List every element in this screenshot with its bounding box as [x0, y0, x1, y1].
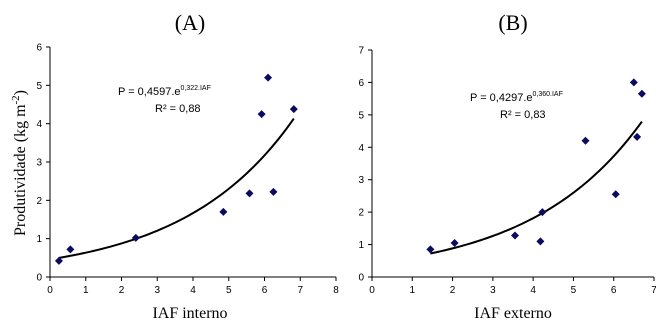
chart-b-data-point	[633, 132, 642, 141]
chart-b-x-tick-label: 6	[611, 285, 617, 296]
chart-a-y-tick-label: 3	[36, 158, 42, 169]
chart-b-x-tick-label: 5	[571, 285, 577, 296]
chart-b-data-point	[511, 231, 520, 240]
chart-b-y-tick-label: 4	[358, 143, 364, 154]
chart-b-data-point	[611, 190, 620, 199]
chart-a-data-point	[131, 233, 140, 242]
chart-b-x-tick-label: 4	[530, 285, 536, 296]
chart-b-data-point	[581, 136, 590, 145]
chart-a-data-point	[54, 256, 63, 265]
chart-a-y-tick-label: 0	[36, 273, 42, 284]
chart-b-data-point	[426, 245, 435, 254]
chart-b-title: (B)	[498, 10, 527, 35]
chart-b-data-point	[637, 89, 646, 98]
chart-a-x-tick-label: 7	[297, 285, 303, 296]
chart-a-x-tick-label: 1	[83, 285, 89, 296]
chart-a: (A) IAF interno Produtividade (kg m-2) 0…	[10, 10, 339, 322]
chart-a-plot: 0 1 2 3 4 5 6 7 8 0 1 2 3 4 5 6	[36, 43, 339, 297]
chart-b-x-tick-label: 0	[369, 285, 375, 296]
chart-a-data-point	[269, 187, 278, 196]
chart-a-x-tick-label: 8	[333, 285, 339, 296]
chart-a-y-tick-label: 2	[36, 196, 42, 207]
chart-a-y-tick-label: 1	[36, 234, 42, 245]
chart-a-xlabel: IAF interno	[152, 305, 227, 322]
chart-b-data-point	[629, 78, 638, 87]
chart-b-y-tick-label: 2	[358, 208, 364, 219]
chart-a-x-tick-label: 4	[190, 285, 196, 296]
chart-a-x-tick-label: 2	[119, 285, 125, 296]
chart-b-data-point	[450, 238, 459, 247]
chart-a-data-point	[66, 245, 75, 254]
chart-a-title: (A)	[175, 10, 206, 35]
chart-a-equation-main: P = 0,4597.e	[118, 86, 181, 98]
chart-a-ylabel-sup: -2	[10, 95, 22, 104]
chart-a-x-tick-label: 6	[262, 285, 268, 296]
chart-b-trendline	[430, 120, 643, 255]
chart-a-data-point	[289, 105, 298, 114]
chart-b-r2: R² = 0,83	[500, 109, 546, 121]
chart-b-x-tick-label: 2	[450, 285, 456, 296]
chart-b-x-tick-label: 3	[490, 285, 496, 296]
chart-b-y-tick-label: 7	[358, 46, 364, 57]
chart-a-data-point	[257, 110, 266, 119]
chart-a-data-point	[245, 189, 254, 198]
chart-b-data-point	[536, 237, 545, 246]
chart-b-y-tick-label: 5	[358, 110, 364, 121]
chart-a-data-point	[264, 73, 273, 82]
chart-a-equation-exponent: 0,322.IAF	[181, 85, 211, 92]
chart-b-data-point	[538, 208, 547, 217]
chart-b-y-tick-label: 6	[358, 78, 364, 89]
chart-a-y-tick-label: 6	[36, 43, 42, 54]
chart-a-ylabel: Produtividade (kg m-2)	[10, 90, 29, 236]
chart-b-equation-exponent: 0,360.IAF	[533, 91, 563, 98]
chart-a-equation: P = 0,4597.e0,322.IAF	[118, 85, 211, 98]
chart-a-trendline	[58, 118, 295, 259]
chart-a-x-tick-label: 3	[154, 285, 160, 296]
chart-a-y-tick-label: 4	[36, 119, 42, 130]
chart-b-x-tick-label: 1	[410, 285, 416, 296]
chart-b-y-tick-label: 1	[358, 240, 364, 251]
chart-b-y-tick-label: 0	[358, 273, 364, 284]
chart-b: (B) IAF externo 0 1 2 3 4 5 6 7 0 1 2 3 4 5 6 7 P = 0,4…	[358, 10, 656, 322]
chart-a-ylabel-main: Produtividade (kg m	[12, 104, 29, 236]
chart-a-x-tick-label: 0	[47, 285, 53, 296]
chart-b-equation: P = 0,4297.e0,360.IAF	[470, 91, 563, 104]
chart-b-xlabel: IAF externo	[474, 305, 552, 322]
chart-b-plot: 0 1 2 3 4 5 6 7 0 1 2 3 4 5 6 7	[358, 46, 656, 297]
chart-a-data-point	[219, 207, 228, 216]
chart-b-y-tick-label: 3	[358, 175, 364, 186]
chart-a-x-tick-label: 5	[226, 285, 232, 296]
chart-b-x-tick-label: 7	[651, 285, 656, 296]
chart-a-ylabel-end: )	[12, 90, 29, 95]
chart-a-y-tick-label: 5	[36, 81, 42, 92]
chart-a-r2: R² = 0,88	[155, 103, 201, 115]
chart-b-equation-main: P = 0,4297.e	[470, 92, 533, 104]
